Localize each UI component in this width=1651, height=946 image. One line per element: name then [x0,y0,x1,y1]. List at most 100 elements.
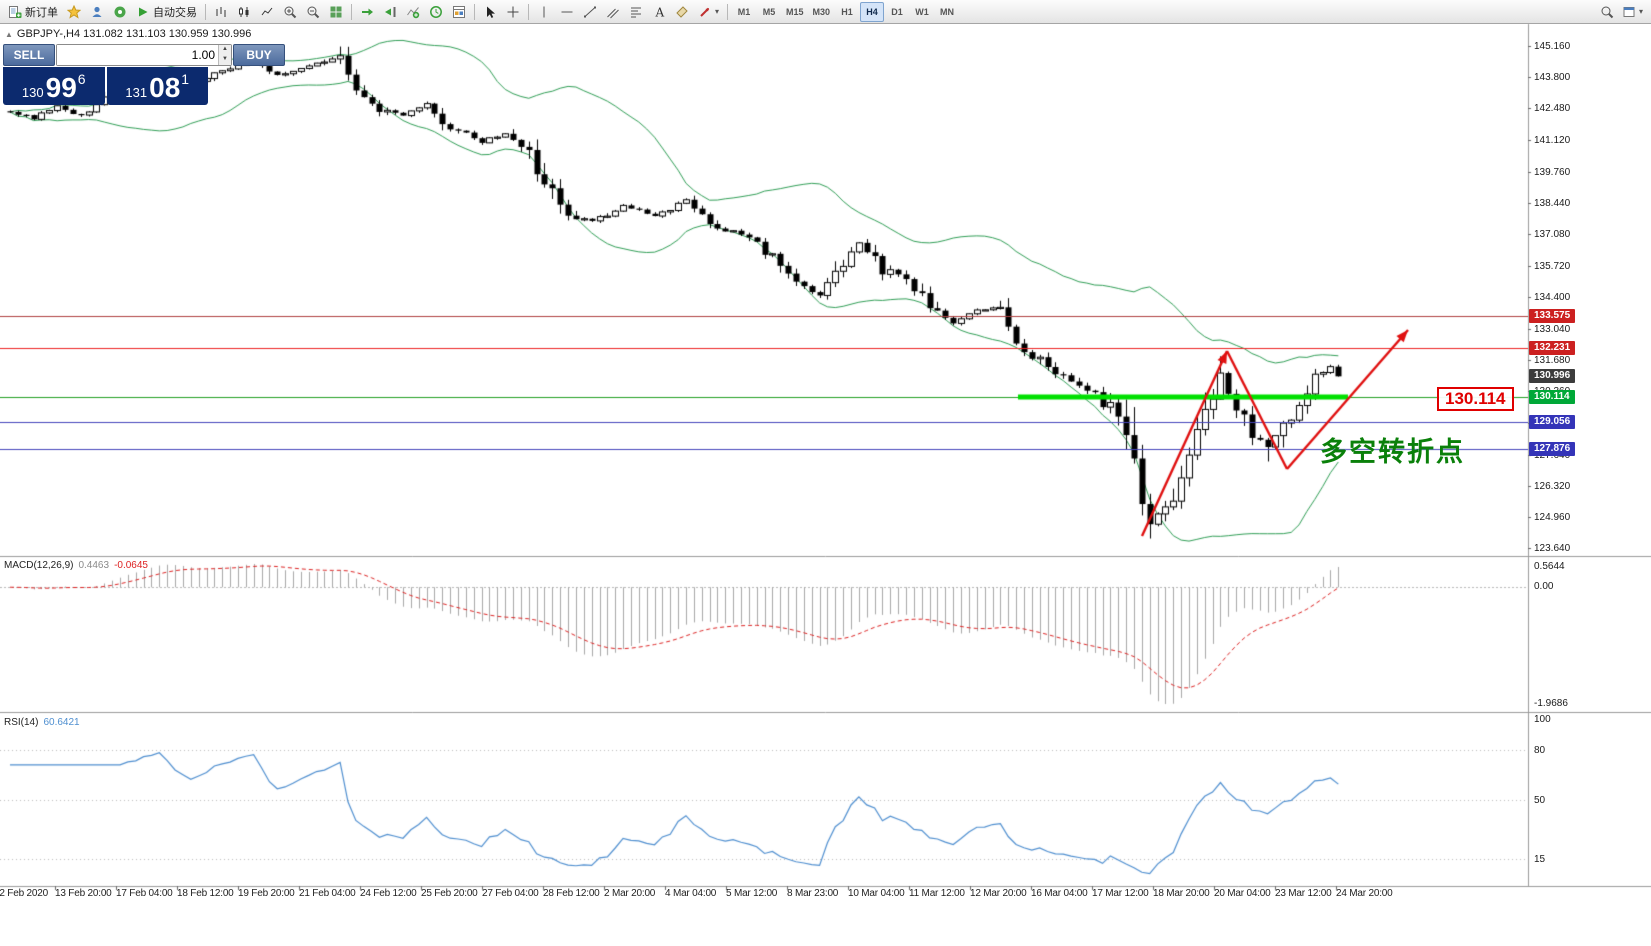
time-axis-label: 5 Mar 12:00 [726,888,778,899]
zoom-out-icon [306,5,320,19]
price-axis-label: 141.120 [1534,134,1571,146]
price-badge: 129.056 [1529,414,1576,429]
cursor-icon [483,5,497,19]
templates-button[interactable] [448,2,470,22]
turning-point-note: 多空转折点 [1320,437,1465,467]
tile-windows-icon [329,5,343,19]
bar-chart-button[interactable] [210,2,232,22]
text-tool[interactable]: A [648,2,670,22]
timeframe-d1[interactable]: D1 [891,6,903,17]
time-axis-label: 18 Mar 20:00 [1153,888,1210,899]
clock-icon [429,5,443,19]
bid-big-digits: 99 [45,72,77,104]
timeframe-w1[interactable]: W1 [915,6,929,17]
sell-button[interactable]: SELL [3,44,55,66]
macd-signal-value: -0.0645 [114,560,148,571]
bid-price[interactable]: 130 99 6 [3,67,105,105]
toolbar: 新订单 自动交易 A ▾ M1 M5 M15 M30 H1 [0,0,1651,24]
trade-panel-controls: SELL ▲ ▼ BUY [3,44,285,66]
trendline-tool[interactable] [579,2,601,22]
rsi-level-label: 50 [1534,795,1546,806]
timeframe-h1[interactable]: H1 [841,6,853,17]
community-button[interactable] [109,2,131,22]
timeframe-group: M1 M5 M15 M30 H1 H4 D1 W1 MN [732,1,959,22]
price-axis[interactable]: 145.160 143.800 142.480 141.120 139.760 138.4… [1528,24,1651,886]
time-axis-label: 4 Mar 04:00 [665,888,717,899]
bar-chart-icon [214,5,228,19]
indicators-icon [406,5,420,19]
bid-pip-digit: 6 [77,71,86,87]
buy-button[interactable]: BUY [233,44,285,66]
toolbar-separator [474,3,475,20]
arrows-tool[interactable]: ▾ [694,2,723,22]
rsi-value: 60.6421 [43,717,80,728]
window-menu-button[interactable]: ▾ [1618,2,1647,22]
cursor-button[interactable] [479,2,501,22]
crosshair-icon [506,5,520,19]
time-axis[interactable]: 12 Feb 2020 13 Feb 20:00 17 Feb 04:00 18 Fe… [0,888,1528,902]
periods-button[interactable] [425,2,447,22]
fibonac​ci-tool[interactable] [625,2,647,22]
zoom-in-button[interactable] [279,2,301,22]
ask-prefix: 131 [125,85,148,100]
profile-icon [90,5,104,19]
time-axis-label: 20 Mar 04:00 [1214,888,1271,899]
time-axis-label: 19 Feb 20:00 [238,888,295,899]
auto-scroll-button[interactable] [356,2,378,22]
macd-main-value: 0.4463 [78,560,110,571]
zoom-out-button[interactable] [302,2,324,22]
fibonacci-icon [629,5,643,19]
wizard-icon [67,4,81,19]
volume-up-button[interactable]: ▲ [219,45,231,55]
line-chart-icon [260,5,274,19]
chart-wizard-button[interactable] [63,2,85,22]
timeframe-mn[interactable]: MN [940,6,955,17]
auto-trading-button[interactable]: 自动交易 [132,2,201,22]
rsi-name: RSI(14) [4,717,39,728]
new-order-label: 新订单 [25,6,58,19]
tile-windows-button[interactable] [325,2,347,22]
horizontal-line-icon [560,5,574,19]
ask-pip-digit: 1 [181,71,190,87]
timeframe-m30[interactable]: M30 [812,6,831,17]
channel-tool[interactable] [602,2,624,22]
price-badge: 127.876 [1529,442,1576,457]
profiles-button[interactable] [86,2,108,22]
price-axis-label: 124.960 [1534,512,1571,524]
time-axis-label: 24 Mar 20:00 [1336,888,1393,899]
price-axis-label: 133.040 [1534,323,1571,335]
volume-down-button[interactable]: ▼ [219,55,231,65]
crosshair-button[interactable] [502,2,524,22]
timeframe-m15[interactable]: M15 [786,6,804,17]
time-axis-label: 21 Feb 04:00 [299,888,356,899]
timeframe-m5[interactable]: M5 [762,6,776,17]
ask-price[interactable]: 131 08 1 [106,67,208,105]
templates-icon [452,5,466,19]
horizontal-line-tool[interactable] [556,2,578,22]
toolbar-separator [205,3,206,20]
label-tool[interactable] [671,2,693,22]
indicators-button[interactable] [402,2,424,22]
time-axis-label: 27 Feb 04:00 [482,888,539,899]
vertical-line-tool[interactable] [533,2,555,22]
candlestick-chart-button[interactable] [233,2,255,22]
time-axis-label: 12 Feb 2020 [0,888,48,899]
chart-shift-button[interactable] [379,2,401,22]
price-badge: 132.231 [1529,340,1576,355]
line-chart-button[interactable] [256,2,278,22]
search-button[interactable] [1596,2,1618,22]
volume-input[interactable] [57,45,218,65]
auto-trading-label: 自动交易 [153,6,197,19]
collapse-arrow-icon[interactable]: ▲ [5,29,13,39]
timeframe-h4[interactable]: H4 [860,1,885,22]
time-axis-label: 12 Mar 20:00 [970,888,1027,899]
macd-indicator-label: MACD(12,26,9) 0.4463 -0.0645 [4,560,153,571]
timeframe-m1[interactable]: M1 [737,6,751,17]
time-axis-label: 18 Feb 12:00 [177,888,234,899]
arrow-tool-icon [698,5,712,19]
time-axis-label: 25 Feb 20:00 [421,888,478,899]
new-order-button[interactable]: 新订单 [4,2,62,22]
time-axis-label: 24 Feb 12:00 [360,888,417,899]
